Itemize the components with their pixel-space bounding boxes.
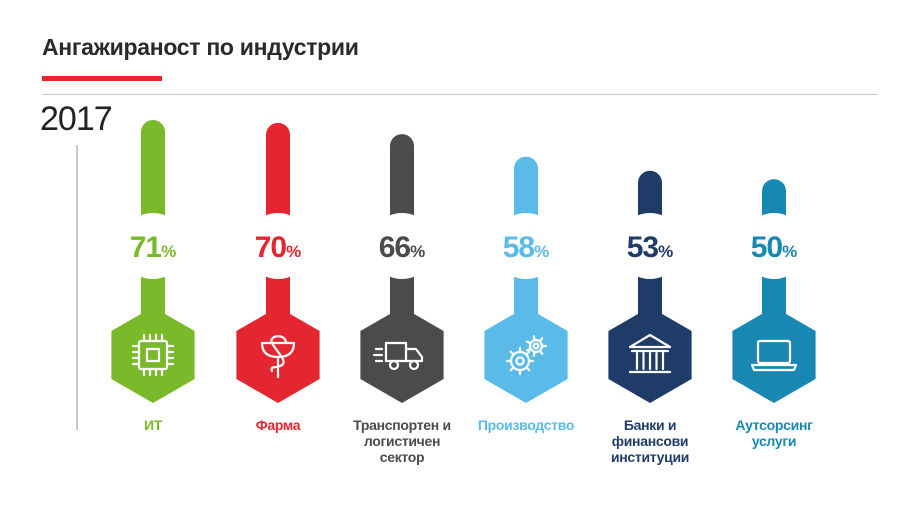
year-label: 2017 (40, 100, 113, 138)
industry-column: 71% (111, 120, 195, 403)
value-circle (741, 213, 807, 279)
value-label: 58% (503, 231, 550, 264)
hexagon-badge (732, 307, 816, 403)
gears-icon (505, 335, 548, 376)
timeline-line (76, 145, 78, 430)
value-label: 50% (751, 231, 798, 264)
value-circle (120, 213, 186, 279)
industry-column: 70% (236, 122, 320, 403)
industry-column: 58% (484, 156, 568, 403)
industry-column: 66% (360, 134, 444, 403)
value-circle (245, 213, 311, 279)
value-label: 71% (130, 231, 177, 264)
category-label: Банки и финансови институции (610, 417, 690, 465)
category-label: Фарма (255, 417, 301, 433)
truck-icon (372, 341, 424, 371)
industry-column: 53% (608, 170, 692, 403)
chart-title: Ангажираност по индустрии (42, 34, 359, 60)
value-label: 53% (627, 231, 674, 264)
industry-column: 50% (732, 179, 816, 403)
bank-icon (628, 333, 672, 374)
category-label: Аутсорсинг услуги (735, 417, 813, 449)
chip-icon (131, 333, 175, 377)
hexagon-badge (360, 307, 444, 403)
title-accent-bar (42, 76, 162, 81)
caduceus-icon (260, 335, 296, 379)
hexagon-badge (111, 307, 195, 403)
value-label: 66% (379, 231, 426, 264)
value-circle (493, 213, 559, 279)
category-label: Производство (477, 417, 575, 433)
title-divider (42, 94, 878, 95)
value-circle (369, 213, 435, 279)
value-circle (617, 213, 683, 279)
category-label: Транспортен и логистичен сектор (353, 417, 451, 465)
hexagon-badge (236, 307, 320, 403)
value-label: 70% (255, 231, 302, 264)
laptop-icon (750, 339, 798, 372)
category-label: ИТ (143, 417, 162, 433)
